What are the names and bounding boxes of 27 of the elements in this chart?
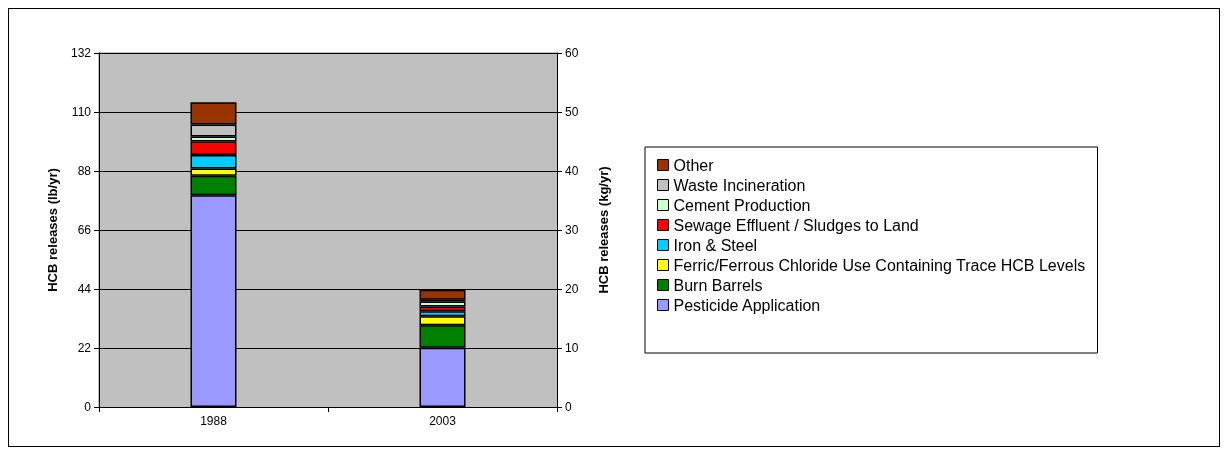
y-tick-label: 22 bbox=[77, 341, 92, 355]
x-tick-label: 1988 bbox=[200, 414, 228, 428]
y-tick-label: 44 bbox=[77, 282, 92, 296]
legend-label: Cement Production bbox=[673, 196, 811, 214]
bar bbox=[419, 306, 466, 312]
y2-tick-label: 30 bbox=[565, 223, 579, 237]
y2-tick-label: 0 bbox=[565, 400, 572, 414]
y-tick-label: 132 bbox=[70, 46, 92, 60]
y-tick-label: 110 bbox=[71, 105, 92, 119]
y2-tick-label: 10 bbox=[565, 341, 579, 355]
y2-tick-label: 60 bbox=[565, 46, 579, 60]
legend-label: Waste Incineration bbox=[673, 176, 806, 194]
y2-tick-label: 20 bbox=[565, 282, 579, 296]
legend-label: Burn Barrels bbox=[673, 276, 763, 294]
y-tick-label: 88 bbox=[77, 164, 92, 178]
legend-label: Ferric/Ferrous Chloride Use Containing Trace HCB Levels bbox=[673, 256, 1086, 274]
legend-label: Other bbox=[673, 156, 715, 174]
y-tick-label: 0 bbox=[84, 400, 92, 414]
legend-label: Pesticide Application bbox=[673, 296, 821, 314]
y2-axis-title: HCB releases (kg/yr) bbox=[596, 166, 611, 294]
x-tick-label: 2003 bbox=[429, 414, 457, 428]
y-tick-label: 66 bbox=[77, 223, 92, 237]
y2-tick-label: 50 bbox=[565, 105, 579, 119]
legend-label: Iron & Steel bbox=[673, 236, 758, 254]
legend-label: Sewage Effluent / Sludges to Land bbox=[673, 216, 919, 234]
y2-tick-label: 40 bbox=[565, 164, 579, 178]
y-axis-title: HCB releases (lb/yr) bbox=[45, 168, 60, 292]
